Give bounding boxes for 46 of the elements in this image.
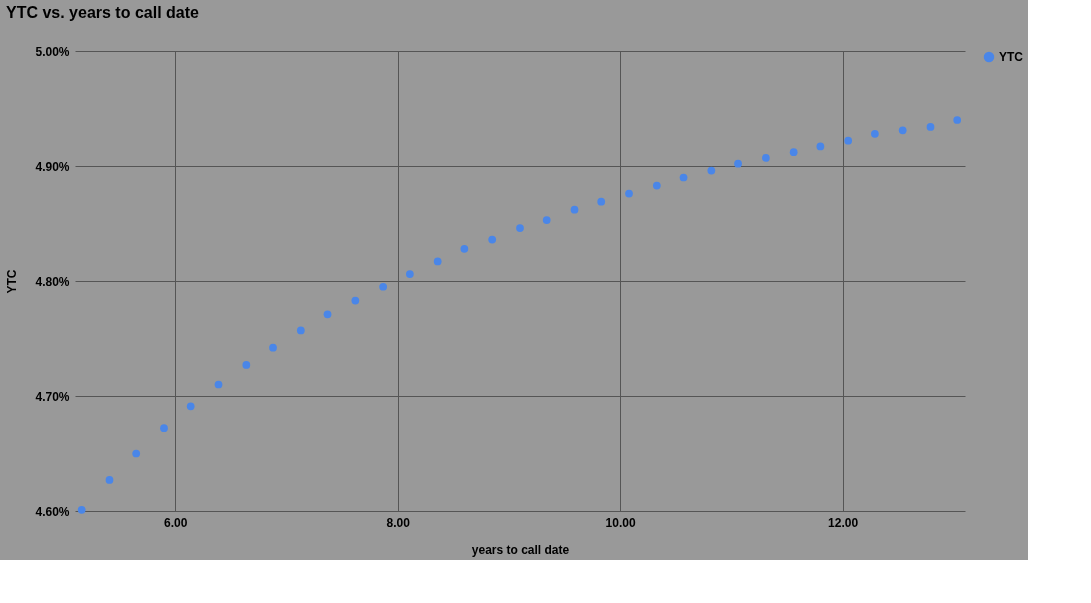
x-axis-title: years to call date — [471, 542, 570, 557]
point — [625, 189, 633, 198]
chart-title: YTC vs. years to call date — [5, 4, 200, 21]
point — [242, 361, 251, 369]
point — [323, 310, 332, 319]
point — [789, 148, 798, 157]
point — [926, 123, 935, 131]
point — [379, 282, 388, 291]
x-tick-label: 10.00 — [605, 515, 636, 530]
point — [460, 244, 469, 253]
y-tick-label: 4.80% — [35, 274, 70, 289]
point — [898, 126, 907, 135]
point — [405, 270, 414, 278]
point — [679, 173, 688, 182]
x-tick-label: 8.00 — [386, 515, 411, 530]
point — [77, 505, 86, 514]
point — [707, 166, 716, 175]
point — [269, 343, 277, 352]
point — [542, 216, 551, 224]
point — [132, 449, 141, 458]
point — [652, 181, 661, 190]
point — [761, 154, 770, 162]
y-tick-label: 4.60% — [35, 504, 70, 519]
x-tick-label: 6.00 — [163, 515, 188, 530]
point — [433, 257, 442, 266]
point — [351, 296, 360, 305]
point — [186, 402, 195, 411]
y-axis-title: YTC — [5, 269, 20, 294]
point — [214, 380, 223, 389]
y-tick-label: 5.00% — [35, 44, 70, 59]
point — [160, 424, 168, 433]
point — [296, 326, 305, 335]
point — [816, 142, 825, 151]
point — [953, 116, 962, 124]
y-tick-label: 4.70% — [35, 389, 70, 404]
x-tick-label: 12.00 — [828, 515, 859, 530]
point — [570, 205, 579, 214]
point — [105, 476, 114, 484]
point — [597, 197, 606, 206]
point — [844, 136, 853, 145]
legend-label: YTC — [999, 50, 1024, 64]
point — [516, 224, 524, 232]
point — [871, 129, 879, 138]
y-tick-label: 4.90% — [35, 159, 70, 174]
point — [734, 159, 742, 168]
point — [488, 235, 497, 244]
